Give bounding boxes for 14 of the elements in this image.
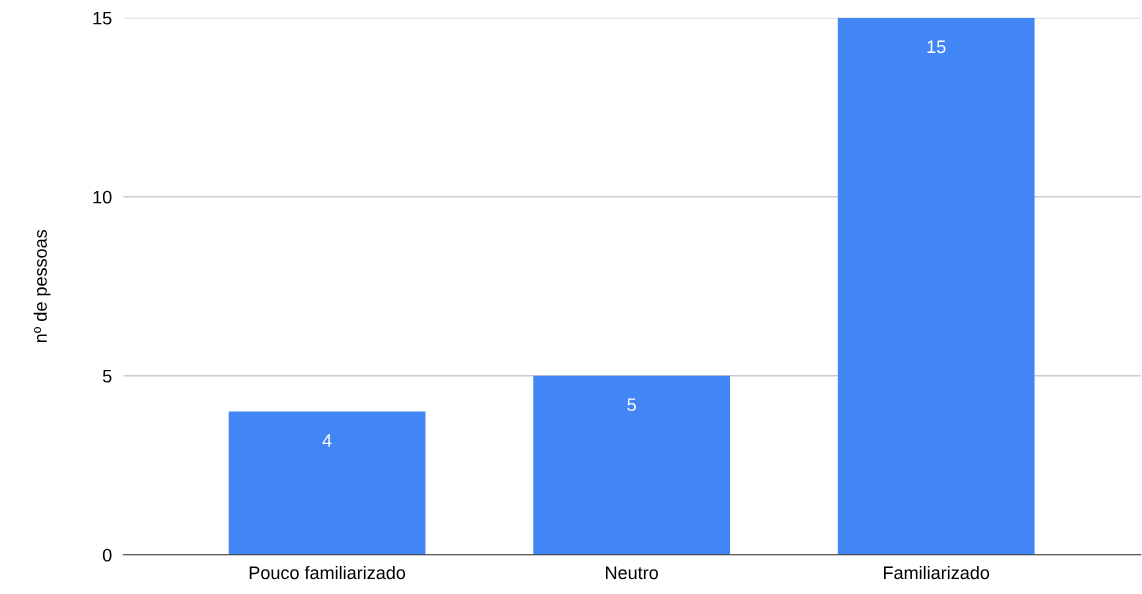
- y-tick-label: 15: [93, 11, 112, 25]
- x-tick-label: Neutro: [606, 566, 658, 580]
- bar: [228, 411, 426, 555]
- data-label: 15: [927, 40, 946, 54]
- bar: [837, 17, 1035, 555]
- data-label: 4: [322, 434, 332, 447]
- y-tick-label: 5: [102, 369, 112, 383]
- x-tick-label: Familiarizado: [884, 565, 990, 580]
- bar: [533, 375, 731, 555]
- y-axis-title: nº de pessoas: [33, 229, 51, 343]
- y-tick-label: 10: [93, 190, 112, 204]
- x-tick-label: Pouco familiarizado: [249, 565, 406, 580]
- y-tick-label: 0: [102, 548, 112, 562]
- data-label: 5: [627, 398, 636, 412]
